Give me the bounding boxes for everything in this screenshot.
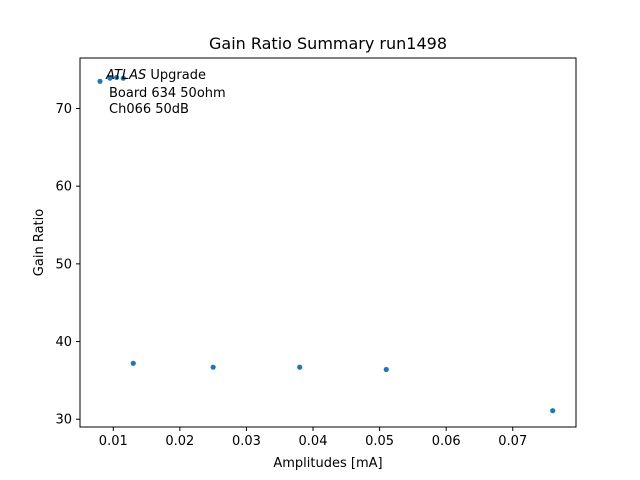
data-point — [550, 408, 556, 414]
annotation-line-3: Ch066 50dB — [109, 102, 189, 117]
data-point — [383, 366, 389, 373]
x-tick-label: 0.05 — [365, 434, 394, 449]
y-tick-label: 60 — [55, 180, 72, 195]
data-point — [210, 364, 216, 370]
data-point — [120, 75, 126, 81]
annotation-line-2: Board 634 50ohm — [109, 86, 226, 101]
data-point — [130, 360, 136, 366]
annotation-box: ATLAS Upgrade Board 634 50ohm Ch066 50dB — [105, 68, 226, 117]
x-tick-label: 0.01 — [99, 434, 128, 449]
x-tick-label: 0.02 — [165, 434, 194, 449]
annotation-upgrade: Upgrade — [146, 68, 206, 83]
data-point — [107, 75, 113, 81]
x-tick-label: 0.03 — [232, 434, 261, 449]
x-axis-label: Amplitudes [mA] — [273, 456, 382, 471]
plot-area: 0.01 0.02 0.03 0.04 0.05 0.06 0.07 30 40 50 60 70 — [55, 74, 556, 449]
x-tick-label: 0.04 — [299, 434, 328, 449]
y-tick-label: 30 — [55, 413, 72, 428]
chart-title: Gain Ratio Summary run1498 — [209, 34, 447, 53]
y-tick-label: 40 — [55, 335, 72, 350]
data-point — [97, 78, 103, 84]
y-tick-label: 50 — [55, 257, 72, 272]
y-tick-label: 70 — [55, 102, 72, 117]
annotation-line-1: ATLAS Upgrade — [105, 68, 206, 83]
x-tick-label: 0.07 — [498, 434, 527, 449]
x-tick-label: 0.06 — [432, 434, 461, 449]
data-point — [114, 74, 120, 81]
y-axis-label: Gain Ratio — [32, 209, 47, 276]
annotation-atlas: ATLAS — [105, 68, 146, 83]
data-point — [297, 364, 303, 370]
plot-frame — [79, 57, 577, 428]
